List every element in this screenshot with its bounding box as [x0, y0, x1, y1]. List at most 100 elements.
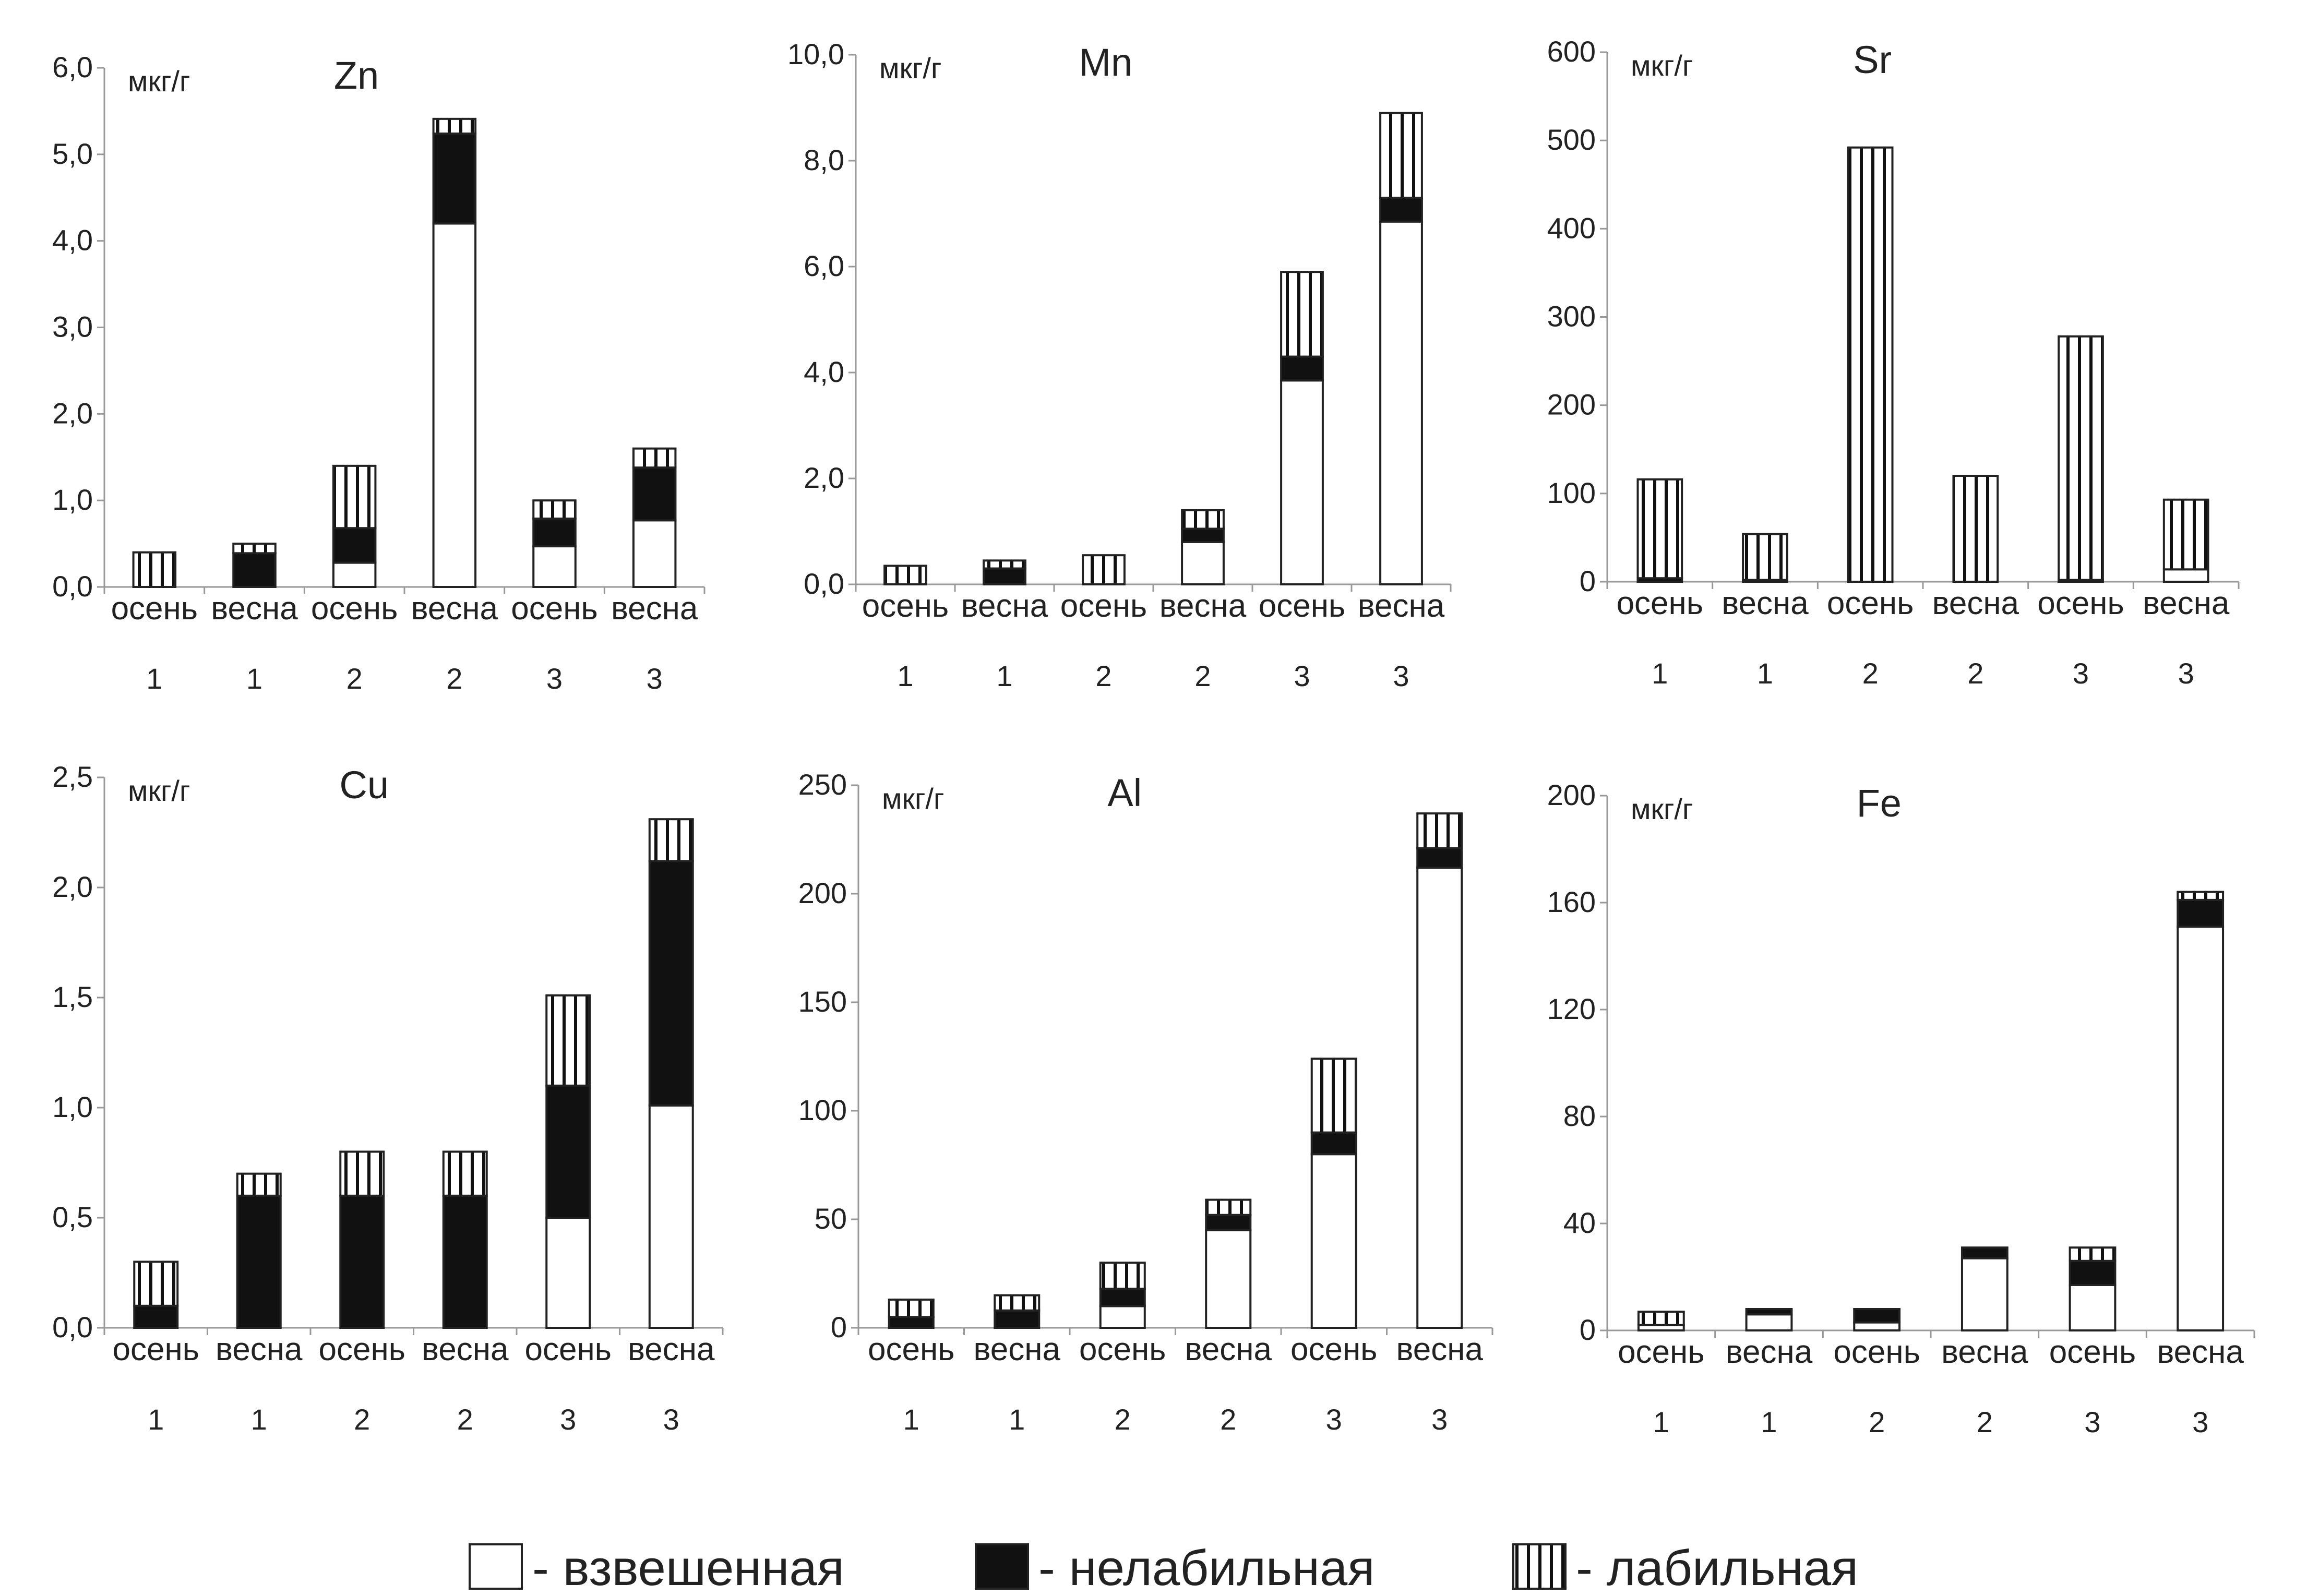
y-tick-label: 100	[798, 1094, 847, 1126]
legend-swatch-suspended	[469, 1543, 523, 1590]
bar-segment-labile	[1847, 146, 1894, 583]
y-tick-label: 80	[1563, 1099, 1596, 1132]
bar-segment-suspended	[1310, 1153, 1357, 1329]
bar-segment-nonlabile	[1961, 1246, 2009, 1259]
chart-title: Zn	[334, 54, 379, 97]
y-tick-label: 4,0	[804, 355, 844, 388]
x-group-label: 1	[148, 1403, 164, 1436]
bar-segment-nonlabile	[236, 1194, 282, 1329]
legend-swatch-nonlabile	[975, 1543, 1029, 1590]
bar-segment-labile	[632, 447, 677, 469]
x-group-label: 1	[1757, 657, 1773, 690]
y-tick-label: 0,0	[52, 570, 93, 603]
y-tick-label: 300	[1547, 300, 1596, 333]
legend-label-labile: - лабильная	[1576, 1540, 1858, 1596]
x-category-label: весна	[1932, 585, 2019, 621]
unit-label: мкг/г	[128, 774, 190, 807]
y-tick-label: 400	[1547, 211, 1596, 244]
bar-segment-suspended	[2162, 568, 2209, 583]
y-tick-label: 160	[1547, 885, 1596, 918]
x-group-label: 2	[1115, 1403, 1131, 1436]
x-group-label: 2	[446, 662, 462, 695]
x-group-label: 2	[1977, 1406, 1993, 1438]
bar-segment-nonlabile	[339, 1194, 385, 1329]
x-category-label: осень	[311, 591, 398, 627]
x-category-label: осень	[1060, 588, 1147, 624]
bar-segment-nonlabile	[1310, 1131, 1357, 1156]
x-group-label: 2	[1869, 1406, 1885, 1438]
bar-segment-nonlabile	[983, 567, 1026, 586]
x-group-label: 3	[1393, 659, 1409, 692]
unit-label: мкг/г	[1631, 793, 1693, 825]
x-category-label: весна	[611, 591, 698, 627]
bar-segment-nonlabile	[1099, 1288, 1146, 1307]
bar-segment-labile	[2162, 498, 2209, 571]
y-tick-label: 1,5	[52, 980, 93, 1013]
bar-segment-nonlabile	[232, 552, 277, 588]
bar-segment-nonlabile	[2177, 898, 2225, 928]
x-group-label: 2	[457, 1403, 473, 1436]
bar-segment-labile	[1181, 509, 1225, 530]
x-category-label: весна	[411, 591, 498, 627]
x-group-label: 1	[246, 662, 262, 695]
x-category-label: весна	[216, 1331, 303, 1367]
legend-item-nonlabile: - нелабильная	[975, 1540, 1374, 1596]
bar-segment-suspended	[545, 1217, 591, 1329]
bar-segment-nonlabile	[888, 1316, 935, 1329]
legend-label-nonlabile: - нелабильная	[1038, 1540, 1374, 1596]
bar-segment-labile	[236, 1172, 282, 1197]
bar-segment-nonlabile	[545, 1084, 591, 1219]
y-tick-label: 200	[798, 877, 847, 909]
x-group-label: 1	[1652, 657, 1668, 690]
bar-segment-suspended	[648, 1104, 694, 1329]
chart-title: Sr	[1853, 38, 1892, 81]
bar-segment-labile	[648, 818, 694, 862]
y-tick-label: 200	[1547, 778, 1596, 811]
bar-segment-nonlabile	[632, 466, 677, 522]
x-group-label: 1	[897, 659, 913, 692]
bar-segment-labile	[1636, 478, 1683, 580]
x-category-label: весна	[1722, 585, 1809, 621]
y-tick-label: 0	[1580, 565, 1596, 597]
x-group-label: 2	[1194, 659, 1211, 692]
y-tick-label: 1,0	[52, 483, 93, 516]
chart-title: Al	[1107, 771, 1142, 814]
bar-segment-nonlabile	[1379, 197, 1423, 223]
y-tick-label: 6,0	[52, 51, 93, 83]
x-category-label: осень	[1079, 1331, 1166, 1367]
bar-segment-suspended	[2177, 926, 2225, 1331]
x-category-label: осень	[111, 591, 198, 627]
x-category-label: весна	[2157, 1334, 2244, 1370]
x-category-label: весна	[1941, 1334, 2028, 1370]
bar-segment-labile	[1742, 533, 1788, 581]
x-category-label: весна	[2143, 585, 2230, 621]
x-group-label: 3	[1326, 1403, 1342, 1436]
x-category-label: осень	[868, 1331, 955, 1367]
bar-segment-nonlabile	[1745, 1308, 1793, 1316]
x-category-label: весна	[422, 1331, 509, 1367]
y-tick-label: 0,5	[52, 1201, 93, 1233]
bar-segment-suspended	[1280, 379, 1324, 585]
unit-label: мкг/г	[882, 782, 944, 815]
x-group-label: 3	[2084, 1406, 2100, 1438]
x-group-label: 1	[1761, 1406, 1777, 1438]
x-group-label: 1	[903, 1403, 919, 1436]
x-category-label: осень	[112, 1331, 199, 1367]
bar-segment-labile	[532, 499, 577, 520]
x-group-label: 3	[546, 662, 563, 695]
x-group-label: 3	[560, 1403, 576, 1436]
y-tick-label: 100	[1547, 476, 1596, 509]
bar-segment-labile	[132, 551, 177, 588]
x-group-label: 3	[1431, 1403, 1448, 1436]
y-tick-label: 200	[1547, 388, 1596, 421]
x-category-label: весна	[1159, 588, 1247, 624]
bar-segment-labile	[545, 994, 591, 1087]
bar-segment-labile	[883, 565, 927, 585]
x-category-label: осень	[1290, 1331, 1378, 1367]
x-category-label: осень	[2037, 585, 2124, 621]
bar-segment-nonlabile	[1416, 847, 1463, 869]
bar-segment-labile	[2058, 335, 2104, 581]
x-group-label: 1	[146, 662, 162, 695]
y-tick-label: 50	[815, 1202, 847, 1235]
bar-segment-suspended	[2069, 1283, 2117, 1331]
